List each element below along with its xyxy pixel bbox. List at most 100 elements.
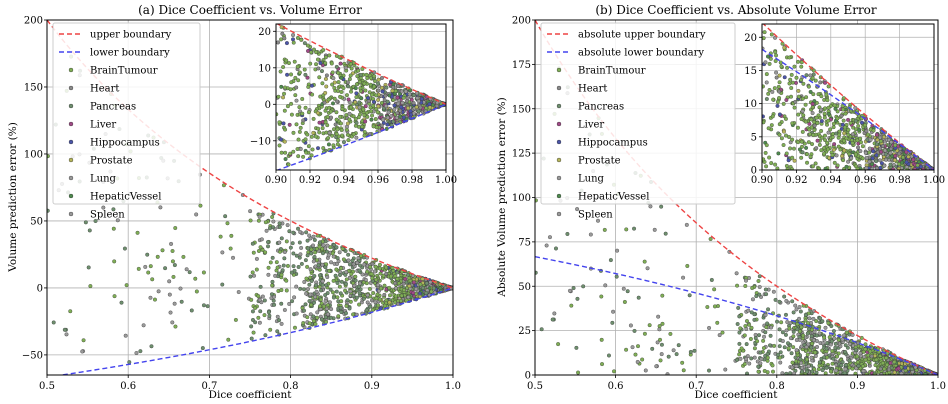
data-point-braintumour: [599, 294, 604, 299]
inset-data-point: [835, 163, 840, 168]
data-point-pancreas: [843, 343, 848, 348]
inset-data-point: [326, 97, 331, 102]
inset-data-point: [295, 64, 300, 69]
inset-data-point: [777, 89, 782, 94]
data-point-pancreas: [290, 299, 295, 304]
data-point-braintumour: [388, 293, 392, 298]
inset-y-tick-label: 15: [744, 66, 757, 77]
inset-data-point: [830, 135, 835, 140]
data-point-braintumour: [658, 337, 662, 342]
inset-data-point: [762, 120, 766, 125]
data-point-braintumour: [112, 294, 117, 299]
data-point-pancreas: [279, 301, 284, 306]
inset-data-point: [874, 166, 879, 170]
data-point-pancreas: [777, 299, 782, 304]
inset-data-point: [776, 151, 781, 156]
data-point-braintumour: [377, 266, 382, 271]
data-point-braintumour: [292, 325, 297, 330]
data-point-pancreas: [277, 318, 282, 323]
data-point-pancreas: [625, 289, 630, 294]
data-point-pancreas: [581, 284, 586, 289]
data-point-braintumour: [388, 274, 393, 279]
inset-data-point: [325, 114, 330, 119]
data-point-braintumour: [278, 249, 282, 254]
inset-data-point: [808, 89, 813, 94]
data-point-lung: [348, 289, 353, 294]
data-point-pancreas: [122, 246, 127, 251]
data-point-braintumour: [344, 304, 349, 308]
inset-data-point: [406, 106, 410, 111]
data-point-lung: [282, 308, 287, 312]
inset-data-point: [860, 144, 865, 149]
inset-data-point: [366, 96, 370, 100]
data-point-heart: [384, 271, 389, 276]
data-point-braintumour: [779, 320, 784, 325]
data-point-braintumour: [284, 239, 289, 244]
data-point-braintumour: [791, 345, 796, 350]
data-point-braintumour: [274, 260, 279, 265]
data-point-lung: [820, 341, 825, 346]
inset-data-point: [846, 127, 851, 132]
inset-data-point: [287, 61, 291, 66]
data-point-lung: [707, 325, 712, 330]
data-point-braintumour: [633, 352, 638, 357]
data-point-pancreas: [350, 258, 355, 263]
data-point-lung: [832, 336, 837, 341]
inset-data-point: [418, 105, 423, 110]
inset-data-point: [787, 81, 792, 86]
data-point-braintumour: [624, 347, 629, 352]
data-point-braintumour: [256, 249, 261, 253]
inset-data-point: [291, 149, 296, 154]
inset-data-point: [842, 131, 847, 136]
data-point-braintumour: [254, 267, 259, 272]
inset-data-point: [339, 75, 344, 80]
inset-data-point: [332, 96, 337, 101]
inset-data-point: [359, 96, 364, 101]
data-point-lung: [611, 309, 616, 314]
data-point-lung: [654, 364, 659, 369]
data-point-braintumour: [171, 274, 176, 279]
inset-data-point: [399, 105, 404, 110]
data-point-pancreas: [763, 287, 768, 292]
data-point-pancreas: [666, 354, 671, 359]
inset-data-point: [838, 147, 843, 152]
data-point-pancreas: [659, 204, 664, 209]
data-point-braintumour: [708, 237, 713, 241]
inset-data-point: [281, 121, 286, 126]
inset-y-tick-label: 0: [751, 166, 757, 177]
inset-data-point: [372, 74, 377, 79]
inset-data-point: [344, 93, 349, 98]
inset-data-point: [819, 107, 824, 112]
inset-data-point: [769, 123, 774, 128]
data-point-lung: [294, 311, 299, 316]
inset-data-point: [808, 154, 813, 159]
data-point-pancreas: [406, 272, 411, 277]
data-point-pancreas: [793, 355, 798, 360]
inset-data-point: [391, 85, 396, 90]
data-point-braintumour: [396, 281, 401, 286]
data-point-pancreas: [200, 346, 205, 351]
inset-data-point: [321, 48, 326, 53]
inset-data-point: [288, 87, 293, 92]
data-point-braintumour: [260, 248, 265, 252]
inset-data-point: [834, 153, 839, 158]
data-point-braintumour: [712, 287, 717, 292]
inset-x-tick-label: 0.96: [367, 175, 389, 186]
data-point-pancreas: [763, 330, 768, 335]
data-point-braintumour: [756, 279, 761, 283]
inset-data-point: [801, 113, 806, 118]
data-point-pancreas: [335, 280, 340, 285]
inset-data-point: [833, 106, 838, 111]
x-tick-label: 0.9: [849, 381, 865, 392]
data-point-lung: [815, 344, 820, 349]
data-point-braintumour: [535, 198, 538, 203]
data-point-lung: [834, 368, 839, 373]
inset-data-point: [822, 111, 827, 116]
data-point-spleen: [393, 286, 398, 291]
data-point-pancreas: [319, 288, 324, 293]
inset-data-point: [893, 153, 898, 158]
inset-data-point: [777, 73, 782, 78]
inset-data-point: [810, 142, 815, 147]
legend-entry-label: Hippocampus: [90, 138, 160, 149]
legend-entry-label: HepaticVessel: [90, 192, 161, 203]
